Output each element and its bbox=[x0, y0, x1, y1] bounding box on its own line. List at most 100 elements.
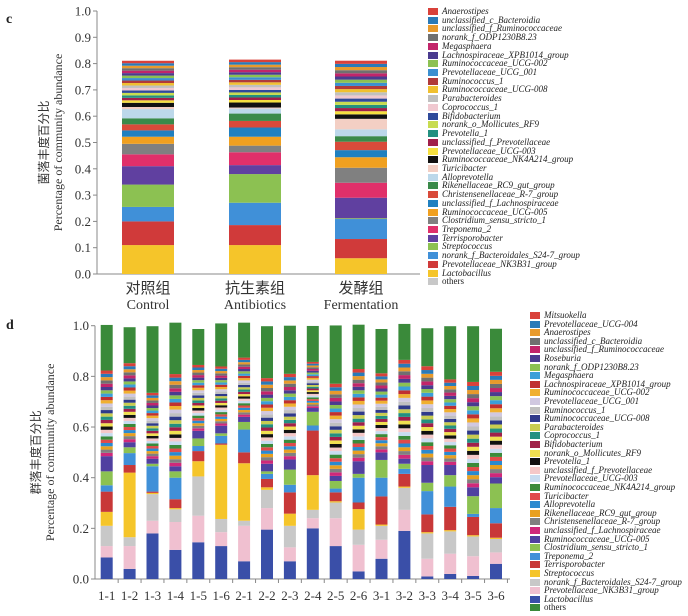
bar-segment-clostridium-sensu-stricto-1 bbox=[215, 433, 228, 436]
legend-swatch bbox=[428, 243, 438, 251]
bar-segment-treponema-2 bbox=[444, 486, 457, 507]
bar-segment-norank-f-bacteroidales-s24-7-group bbox=[398, 487, 411, 510]
legend-label: Turicibacter bbox=[442, 162, 487, 173]
bar-segment-norank-f-odp1230b8-23 bbox=[375, 391, 388, 395]
bar-segment-coprococcus-1 bbox=[123, 405, 136, 409]
bar-segment-norank-o-mollicutes-rf9 bbox=[100, 423, 113, 427]
bar-segment-mitsuokella bbox=[169, 374, 182, 378]
bar-segment-roseburia bbox=[261, 394, 273, 398]
bar-segment-prevotella-1 bbox=[306, 392, 319, 394]
bar-segment-prevotellaceae-ucg-001 bbox=[444, 412, 457, 416]
bar-segment-lactobacillus bbox=[122, 245, 174, 274]
bar-segment-ruminococcaceae-ucg-008 bbox=[146, 423, 159, 426]
bar-segment-others bbox=[100, 324, 113, 371]
bar-segment-norank-f-odp1230b8-23 bbox=[238, 371, 251, 374]
bar-segment-coprococcus-1 bbox=[306, 386, 319, 389]
bar-segment-megasphaera bbox=[169, 398, 182, 403]
bar-segment-roseburia bbox=[375, 388, 388, 392]
bar-segment-ruminococcaceae-ucg-002 bbox=[375, 400, 388, 404]
bar-segment-alloprevotella bbox=[306, 400, 319, 403]
bar-segment-ruminococcus-1 bbox=[123, 396, 136, 400]
legend-label: Treponema_2 bbox=[442, 224, 492, 234]
bar-segment-prevotella-1 bbox=[146, 435, 159, 439]
bar-segment-ruminococcaceae-ucg-005 bbox=[215, 425, 228, 434]
bar-segment-prevotellaceae-ucg-001 bbox=[215, 389, 228, 392]
bar-segment-ruminococcaceae-ucg-008 bbox=[123, 399, 136, 403]
bar-segment-rikenellaceae-rc9-gut-group bbox=[261, 453, 273, 458]
bar-segment-streptococcus bbox=[283, 513, 296, 526]
bar-segment-others bbox=[398, 323, 411, 360]
bar-segment-prevotellaceae-nk3b31-group bbox=[467, 556, 480, 576]
panel-label-d: d bbox=[6, 318, 14, 333]
bar-segment-unclassified-c-bacteroidia bbox=[421, 377, 434, 382]
bar-segment-streptococcus bbox=[398, 486, 411, 488]
bar-segment-clostridium-sensu-stricto-1 bbox=[283, 469, 296, 485]
x-tick-label: 2-1 bbox=[235, 588, 252, 603]
y-tick-label: 0.4 bbox=[75, 161, 92, 176]
bar-segment-prevotellaceae-ucg-001 bbox=[490, 412, 502, 417]
bar-segment-unclassified-c-bacteroidia bbox=[329, 394, 342, 398]
legend-label: norank_o_Mollicutes_RF9 bbox=[544, 447, 641, 458]
bar-segment-unclassified-c-bacteroidia bbox=[192, 372, 205, 376]
legend-swatch bbox=[428, 121, 438, 129]
bar-segment-unclassified-f-prevotellaceae bbox=[352, 432, 365, 437]
x-tick-label: Fermentation bbox=[324, 298, 399, 313]
bar-segment-rikenellaceae-rc9-gut-group bbox=[352, 450, 365, 455]
bar-segment-streptococcus bbox=[467, 535, 480, 537]
bar-segment-norank-f-odp1230b8-23 bbox=[283, 393, 296, 397]
x-tick-label-cn: 对照组 bbox=[125, 280, 170, 297]
bar-segment-megasphaera bbox=[467, 410, 480, 415]
bar-segment-lactobacillus bbox=[261, 529, 273, 579]
bar-segment-anaerostipes bbox=[421, 373, 434, 378]
bar-segment-mitsuokella bbox=[375, 373, 388, 377]
bar-segment-unclassified-f-prevotellaceae bbox=[335, 108, 387, 112]
bar-segment-unclassified-c-bacteroidia bbox=[100, 380, 113, 384]
bar-segment-prevotellaceae-ucg-003 bbox=[329, 451, 342, 455]
bar-segment-unclassified-f-ruminococcaceae bbox=[467, 398, 480, 403]
bar-segment-unclassified-c-bacteroidia bbox=[398, 371, 411, 376]
legend-swatch bbox=[428, 130, 438, 138]
bar-segment-ruminococcaceae-ucg-005 bbox=[283, 459, 296, 470]
bar-segment-bifidobacterium bbox=[215, 400, 228, 403]
bar-segment-ruminococcaceae-ucg-002 bbox=[192, 387, 205, 391]
bar-segment-ruminococcaceae-ucg-005 bbox=[123, 442, 136, 448]
bar-segment-ruminococcaceae-ucg-005 bbox=[335, 157, 387, 168]
bar-segment-unclassified-c-bacteroidia bbox=[238, 364, 251, 367]
legend-swatch bbox=[530, 355, 540, 362]
legend-swatch bbox=[530, 423, 540, 431]
bar-segment-norank-f-odp1230b8-23 bbox=[122, 68, 174, 71]
bar-segment-rikenellaceae-rc9-gut-group bbox=[229, 113, 281, 121]
bar-segment-terrisporobacter bbox=[306, 430, 319, 476]
bar-segment-norank-f-odp1230b8-23 bbox=[329, 404, 342, 409]
bar-segment-ruminococcaceae-ucg-008 bbox=[329, 426, 342, 430]
x-tick-label: 3-1 bbox=[373, 588, 390, 603]
bar-segment-streptococcus bbox=[229, 174, 281, 203]
bar-segment-turicibacter bbox=[238, 405, 251, 408]
bar-segment-roseburia bbox=[238, 369, 251, 372]
bar-segment-prevotellaceae-ucg-003 bbox=[283, 436, 296, 440]
bar-segment-prevotella-1 bbox=[261, 434, 273, 438]
bar-segment-turicibacter bbox=[100, 439, 113, 443]
bar-segment-streptococcus bbox=[215, 444, 228, 519]
bar-segment-unclassified-f-lachnospiraceae bbox=[215, 423, 228, 426]
bar-segment-lachnospiraceae-xpb1014-group bbox=[398, 390, 411, 395]
legend-swatch bbox=[530, 329, 540, 337]
x-tick-label: Antibiotics bbox=[224, 298, 286, 313]
bar-segment-ruminococcaceae-ucg-005 bbox=[444, 465, 457, 476]
bar-segment-prevotellaceae-ucg-004 bbox=[329, 387, 342, 391]
bar-segment-ruminococcaceae-ucg-005 bbox=[192, 430, 205, 439]
bar-segment-ruminococcaceae-ucg-005 bbox=[169, 466, 182, 472]
x-tick-label: 1-2 bbox=[121, 588, 138, 603]
bar-segment-prevotellaceae-ucg-004 bbox=[146, 395, 159, 398]
bar-segment-lactobacillus bbox=[467, 575, 480, 579]
legend-label: Prevotellaceae_NK3B31_group bbox=[544, 585, 659, 596]
legend-swatch bbox=[530, 552, 540, 560]
bar-segment-prevotellaceae-ucg-003 bbox=[238, 400, 251, 404]
bar-segment-prevotellaceae-ucg-003 bbox=[122, 100, 174, 103]
legend-swatch bbox=[530, 544, 540, 552]
bar-segment-prevotellaceae-ucg-004 bbox=[352, 372, 365, 377]
bar-segment-ruminococcaceae-nk4a214-group bbox=[467, 462, 480, 468]
bar-segment-alloprevotella bbox=[398, 443, 411, 448]
legend-label: Rikenellaceae_RC9_gut_group bbox=[544, 507, 657, 518]
bar-segment-norank-o-mollicutes-rf9 bbox=[467, 446, 480, 451]
